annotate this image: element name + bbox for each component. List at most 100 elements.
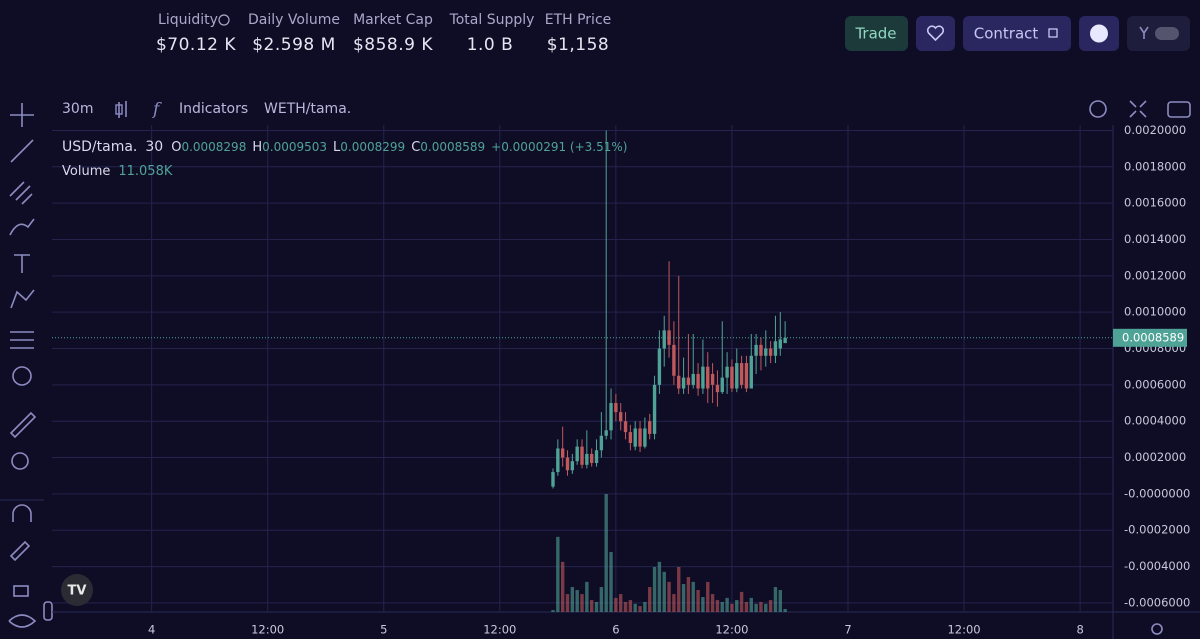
x-tick-label: 12:00 [947,623,980,637]
logo-mark: TV [68,584,87,599]
candle-body [681,377,686,389]
x-tick-label: 12:00 [715,623,748,637]
volume-bar [585,581,589,612]
volume-bar [681,584,686,612]
contract-button[interactable] [963,16,1071,51]
volume-bar [730,603,734,612]
toggle-switch [1155,27,1179,40]
lock-draw-tool[interactable] [9,540,31,562]
text-tool[interactable] [14,254,30,273]
candle-body [599,435,604,451]
volume-bar [599,587,604,612]
candle-body [594,450,599,463]
stat-label: ETH Price [545,12,612,28]
volume-bar [725,597,729,612]
volume-bar [778,590,782,612]
x-tick-label: 8 [1076,623,1083,637]
symbol[interactable]: WETH/tama. [264,101,351,117]
trade-label: Trade [854,25,896,43]
candle-body [749,355,753,389]
volume-bar [648,587,652,612]
x-tick-label: 4 [148,623,155,637]
candle-body [643,428,647,447]
candle-body [768,348,773,356]
legend-change: +0.0000291 (+3.51%) [491,140,627,154]
volume-bar [696,590,700,612]
settings-icon[interactable] [1089,100,1107,118]
volume-bar [764,603,768,612]
fib-tool[interactable] [9,181,33,205]
candle-body [706,366,710,389]
stat-value: $1,158 [547,35,609,55]
visibility-tool[interactable] [8,614,37,628]
volume-bar [715,600,720,612]
candle-body [609,403,613,431]
volume-bar [589,600,594,612]
candle-body [560,448,565,458]
collapse-button[interactable] [43,601,53,621]
interval[interactable]: 30m [62,101,93,117]
crosshair-tool[interactable] [10,103,34,127]
y-tick-label: -0.0004000 [1124,559,1190,573]
candle-body [570,461,575,471]
brush-tool[interactable] [9,218,35,236]
prediction-tool[interactable] [10,331,34,349]
zoom-tool[interactable] [11,452,29,470]
favorite-button[interactable] [916,16,955,51]
candle-body [701,366,705,389]
volume-bar [614,597,618,612]
volume-bar [744,601,749,612]
volume-bar [691,581,695,612]
ruler-tool[interactable] [9,411,37,439]
volume-bar [551,610,555,612]
candle-body [628,432,633,444]
candle-body [739,363,744,385]
volume-bar [686,577,691,612]
candle-body [585,453,589,465]
legend-o: O [171,140,181,155]
volume-bar [710,594,715,612]
volume-bar [604,494,608,612]
volume-bar [609,552,613,612]
legend-low: 0.0008299 [340,140,405,154]
plot: -0.0006000 -0.0004000 -0.0002000 -0.0000000… [52,123,1190,637]
stat-value: $70.12 K [156,35,236,55]
volume-bar [754,603,758,612]
info-icon[interactable] [218,14,230,26]
magnet-tool[interactable] [12,504,32,522]
emoji-tool[interactable] [12,366,32,386]
volume-bar [594,601,599,612]
stat-value: $2.598 M [252,35,336,55]
candle-body [575,446,579,462]
volume-bar [570,587,575,612]
volume-bar [565,594,570,612]
fullscreen-icon[interactable] [1129,100,1147,118]
stat-label: Liquidity [158,12,218,28]
legend-interval: 30 [145,139,163,155]
camera-icon[interactable] [1167,101,1191,118]
candle-body [589,453,594,463]
stat-value: 1.0 B [467,35,514,55]
contract-label: Contract [974,25,1039,43]
trend-line-tool[interactable] [10,139,34,163]
candle-body [773,341,778,356]
volume-bar [556,536,560,612]
chart-toolbar: 30m f Indicators WETH/tama. [62,100,1191,120]
trade-button[interactable] [845,16,908,51]
last-price-label: 0.0008589 [1122,330,1184,344]
y-tick-label: 0.0016000 [1124,196,1186,210]
indicators[interactable]: Indicators [179,101,248,117]
candle-body [614,403,618,413]
volume-bar [643,601,647,612]
stat-label: Market Cap [353,12,433,28]
y-tick-label: 0.0004000 [1124,414,1186,428]
candle-body [710,373,715,385]
y-tick-label: -0.0002000 [1124,523,1190,537]
volume-bar [623,601,628,612]
last-price-tag [1113,328,1187,347]
drawing-tools [8,103,53,628]
lock-tool[interactable] [13,585,29,597]
axis-settings[interactable] [1151,623,1163,635]
pattern-tool[interactable] [10,289,35,309]
